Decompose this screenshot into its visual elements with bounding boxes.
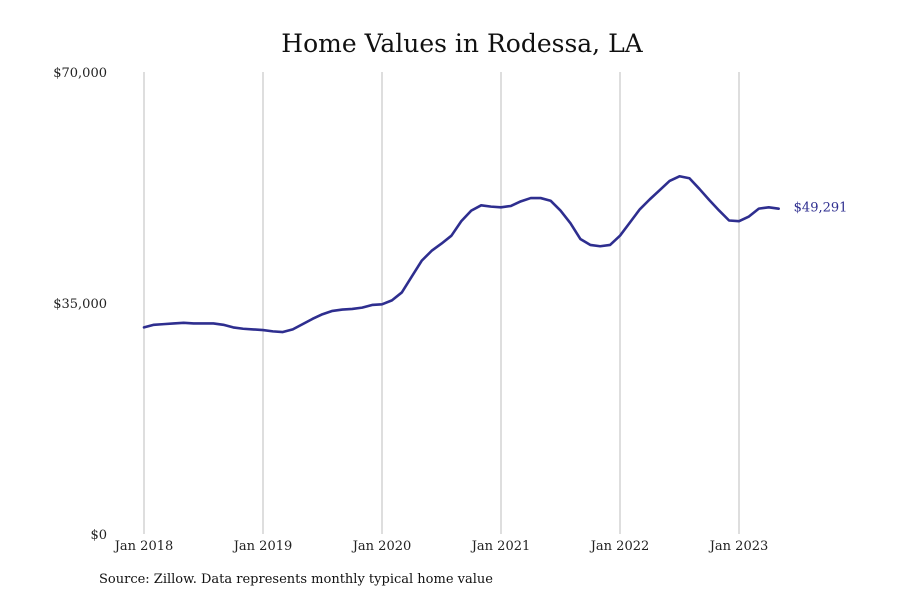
y-axis: $0 $35,000 $70,000 [53,66,107,543]
x-tick-label: Jan 2020 [351,539,412,554]
gridlines [143,72,740,534]
x-tick-label: Jan 2019 [232,539,293,554]
y-tick-label: $70,000 [53,66,107,81]
end-value-label: $49,291 [794,201,848,216]
x-tick-label: Jan 2023 [708,539,769,554]
x-tick-label: Jan 2018 [113,539,174,554]
x-axis: Jan 2018 Jan 2019 Jan 2020 Jan 2021 Jan 2022… [113,539,769,554]
y-tick-label: $0 [90,528,107,543]
x-tick-label: Jan 2022 [589,539,650,554]
source-note: Source: Zillow. Data represents monthly … [99,572,493,587]
x-tick-label: Jan 2021 [470,539,531,554]
chart-title: Home Values in Rodessa, LA [281,29,643,58]
series-line [142,174,780,334]
y-tick-label: $35,000 [53,297,107,312]
